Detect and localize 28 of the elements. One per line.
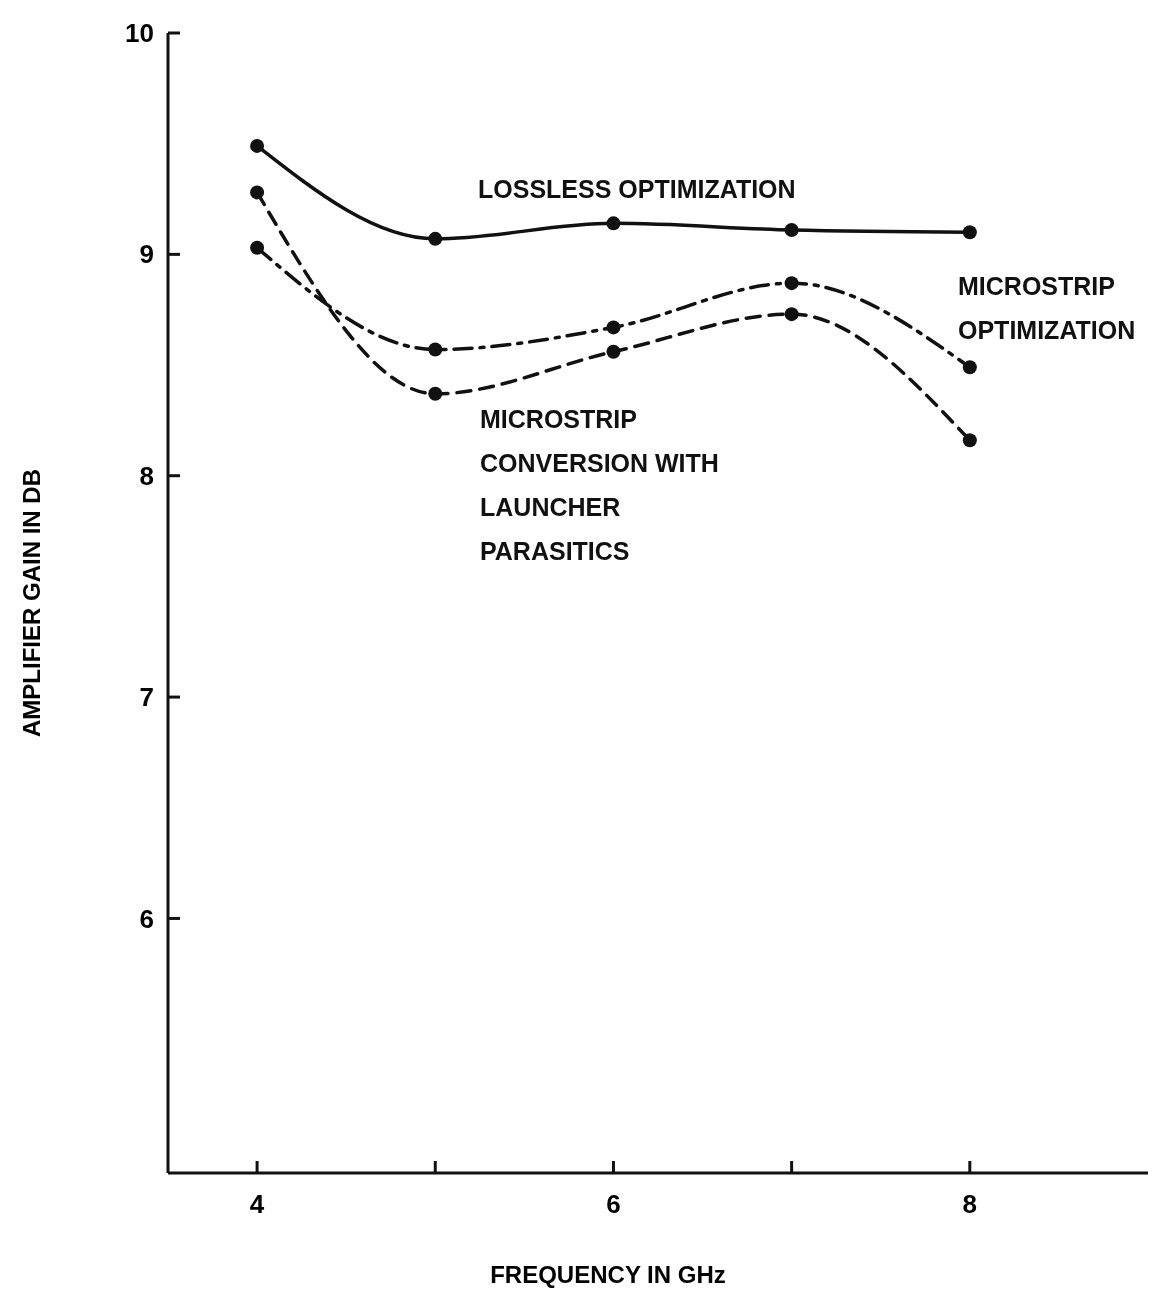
- point: [962, 360, 977, 375]
- y-tick-label: 10: [125, 18, 154, 49]
- y-axis-title: AMPLIFIER GAIN IN DB: [18, 469, 45, 737]
- y-tick-label: 8: [139, 460, 154, 491]
- x-tick-label: 4: [249, 1189, 265, 1219]
- point: [606, 320, 621, 335]
- series-label: MICROSTRIP OPTIMIZATION: [958, 272, 1136, 344]
- point: [428, 386, 443, 401]
- point: [784, 223, 799, 238]
- point: [962, 433, 977, 448]
- point: [784, 276, 799, 291]
- point: [606, 216, 621, 231]
- series-label: MICROSTRIP CONVERSION WITH LAUNCHER PARASITICS: [480, 405, 719, 565]
- series-label: LOSSLESS OPTIMIZATION: [478, 175, 796, 203]
- x-tick-label: 6: [606, 1189, 621, 1219]
- point: [250, 185, 265, 200]
- x-tick-label: 8: [962, 1189, 978, 1219]
- point: [250, 240, 265, 255]
- x-axis-title: FREQUENCY IN GHz: [490, 1261, 726, 1288]
- point: [428, 342, 443, 357]
- point: [428, 231, 443, 246]
- point: [250, 138, 265, 153]
- point: [962, 225, 977, 240]
- y-tick-label: 7: [139, 682, 154, 713]
- y-tick-label: 6: [139, 903, 154, 934]
- point: [606, 344, 621, 359]
- y-tick-label: 9: [139, 239, 154, 270]
- point: [784, 307, 799, 322]
